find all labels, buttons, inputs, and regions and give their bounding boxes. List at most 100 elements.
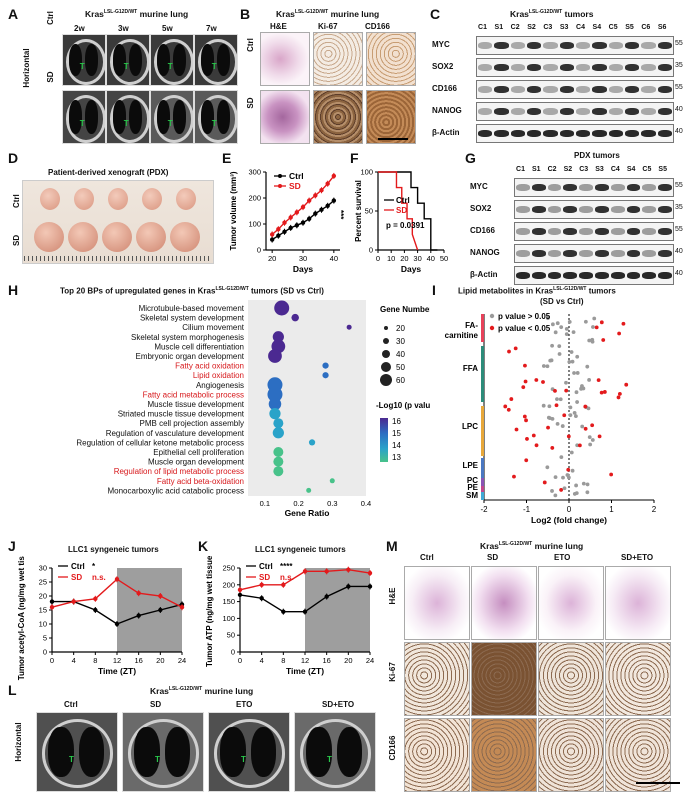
point-significant	[616, 395, 621, 400]
point-nonsignificant	[580, 424, 585, 429]
panel-j-title: LLC1 syngeneic tumors	[68, 545, 159, 554]
panel-g-lane-label: C3	[579, 166, 589, 173]
panel-g-blot-strip	[514, 266, 674, 285]
point-significant	[512, 474, 516, 479]
panel-l-ct: T	[122, 712, 204, 792]
point-nonsignificant	[575, 371, 580, 375]
point-nonsignificant	[547, 404, 552, 409]
panel-c-band	[559, 108, 574, 115]
y-axis-label: Tumor volume (mm³)	[229, 171, 238, 250]
class-band	[481, 458, 484, 478]
data-point-Ctrl	[331, 198, 337, 203]
panel-g-blot-strip	[514, 200, 674, 219]
x-tick-label: 40	[330, 254, 338, 263]
panel-g-band	[531, 272, 546, 279]
panel-f-chart: 0 10 20 30 40 50 0 50 100 Days Percent survival Ctr…	[354, 168, 448, 275]
panel-d-ruler	[24, 256, 210, 261]
point-significant	[599, 390, 604, 395]
panel-l-ct-left-lung	[306, 727, 332, 777]
panel-g-lane-label: S5	[658, 166, 667, 173]
data-point-SD	[302, 569, 308, 574]
panel-label-c: C	[430, 6, 441, 22]
y-tick-label: 100	[360, 168, 373, 177]
panel-g-band	[626, 206, 641, 213]
go-term-label: Lipid oxidation	[193, 371, 244, 380]
panel-label-b: B	[240, 6, 251, 22]
panel-c-band	[625, 130, 640, 137]
panel-m-image	[538, 566, 604, 640]
panel-c-lane-label: S5	[625, 24, 634, 31]
x-tick-label: 40	[427, 254, 435, 263]
panel-g-lane-label: C1	[516, 166, 525, 173]
panel-g-band	[658, 184, 672, 191]
point-nonsignificant	[567, 319, 572, 324]
x-tick-label: -2	[480, 505, 488, 514]
data-point-SD	[306, 198, 312, 203]
panel-a-ct-sd-thorax	[65, 95, 105, 143]
panel-l-col-label: SD+ETO	[322, 700, 355, 709]
panel-c-band	[592, 108, 607, 115]
point-nonsignificant	[580, 384, 584, 388]
point-significant	[559, 488, 564, 492]
panel-g-band	[563, 250, 578, 257]
panel-g-protein-label: SOX2	[470, 204, 492, 213]
point-nonsignificant	[564, 332, 569, 336]
class-label: PE	[467, 483, 478, 492]
panel-a-ct-sd-thorax	[153, 95, 193, 143]
class-label: SM	[466, 491, 478, 500]
point-nonsignificant	[583, 319, 588, 324]
x-tick-label: 50	[440, 254, 448, 263]
panel-a-ct-ctrl-thorax	[109, 39, 149, 85]
point-nonsignificant	[566, 475, 571, 480]
legend-sig-sd: n.s.	[92, 573, 106, 582]
point-significant	[599, 320, 604, 325]
point-nonsignificant	[572, 371, 576, 375]
panel-m-col-label: Ctrl	[420, 553, 434, 562]
point-nonsignificant	[572, 411, 577, 415]
go-term-label: Skeletal system morphogenesis	[131, 333, 244, 342]
panel-c-band	[576, 108, 591, 115]
point-significant	[601, 338, 606, 342]
panel-c-band	[478, 108, 493, 115]
legend-label-sd: SD	[259, 573, 270, 582]
go-term-label: Angiogenesis	[196, 381, 244, 390]
point-significant	[509, 397, 514, 401]
data-point-SD	[71, 599, 76, 604]
panel-g-band	[642, 272, 657, 279]
point-nonsignificant	[585, 364, 590, 369]
x-tick-label: 16	[322, 656, 330, 665]
point-nonsignificant	[555, 321, 560, 326]
panel-c-blot-strip	[476, 124, 674, 143]
panel-a-ct-ctrl-tumor-marker: T	[123, 62, 129, 71]
panel-l-ct-thorax	[299, 719, 372, 788]
legend-sig-ctrl: *	[92, 562, 96, 571]
data-point-Ctrl	[306, 216, 312, 221]
panel-a-timepoint: 5w	[162, 24, 173, 33]
panel-c-lane-label: S3	[559, 24, 569, 31]
panel-g-band	[642, 184, 657, 191]
x-tick-label: 12	[301, 656, 309, 665]
data-point-Ctrl	[259, 596, 264, 601]
panel-m-row-label: H&E	[388, 587, 397, 605]
panel-g-band	[658, 250, 672, 257]
x-tick-label: 20	[400, 254, 408, 263]
data-point-Ctrl	[346, 584, 351, 589]
panel-g-band	[547, 206, 562, 213]
panel-g-band	[547, 250, 562, 257]
go-term-label: Fatty acid beta-oxidation	[157, 477, 244, 486]
point-nonsignificant	[559, 325, 564, 330]
panel-c-lane-label: C1	[478, 24, 487, 31]
panel-c-band	[576, 130, 591, 137]
panel-i-subtitle: (SD vs Ctrl)	[540, 297, 584, 306]
panel-g-band	[626, 250, 641, 257]
point-nonsignificant	[587, 435, 592, 440]
panel-g-title: PDX tumors	[574, 151, 620, 160]
point-nonsignificant	[550, 489, 554, 493]
panel-g-protein-label: β-Actin	[470, 270, 498, 279]
panel-c-band	[576, 42, 591, 49]
point-nonsignificant	[587, 338, 592, 343]
panel-a-row-sd: SD	[46, 71, 55, 83]
point-significant	[546, 425, 550, 430]
data-point-SD	[325, 181, 330, 186]
panel-c-band	[543, 86, 558, 93]
